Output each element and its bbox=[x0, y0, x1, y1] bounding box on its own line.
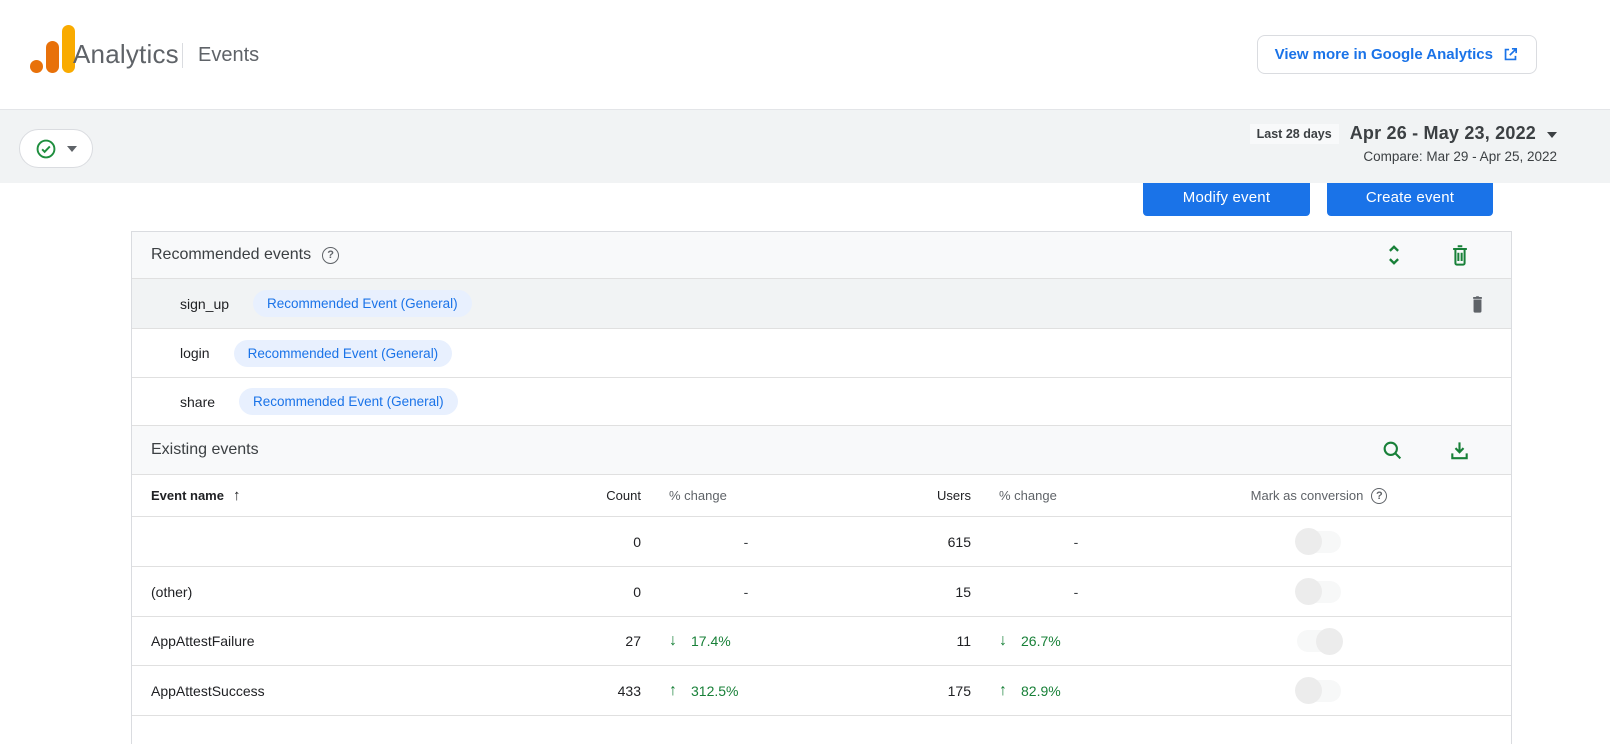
existing-events-title: Existing events bbox=[151, 441, 259, 458]
conversion-toggle[interactable] bbox=[1295, 677, 1341, 704]
sort-ascending-icon: ↑ bbox=[232, 487, 241, 504]
recommended-event-chip: Recommended Event (General) bbox=[239, 388, 458, 415]
recommended-row-login[interactable]: login Recommended Event (General) bbox=[132, 329, 1511, 378]
date-range-selector[interactable]: Last 28 days Apr 26 - May 23, 2022 bbox=[1249, 123, 1557, 144]
events-table-header: Event name ↑ Count % change Users % chan… bbox=[132, 475, 1511, 517]
event-name-cell: AppAttestFailure bbox=[151, 633, 255, 649]
events-card: Recommended events ? sign_up Recommended… bbox=[131, 231, 1512, 744]
users-change-cell: - bbox=[1073, 533, 1079, 550]
view-more-button[interactable]: View more in Google Analytics bbox=[1256, 35, 1537, 74]
users-cell: 175 bbox=[947, 682, 971, 699]
event-table-row: 0 - 615 - bbox=[132, 517, 1511, 567]
conversion-toggle[interactable] bbox=[1295, 528, 1341, 555]
chevron-down-icon bbox=[67, 145, 77, 152]
help-icon[interactable]: ? bbox=[1371, 487, 1388, 504]
event-table-row: AppAttestFailure 27 ↓ 17.4% 11 ↓ 26.7% bbox=[132, 617, 1511, 666]
count-cell: 433 bbox=[617, 682, 641, 699]
compare-range: Compare: Mar 29 - Apr 25, 2022 bbox=[1363, 149, 1557, 164]
column-header-event-name[interactable]: Event name ↑ bbox=[151, 487, 241, 504]
delete-row-icon[interactable] bbox=[1468, 293, 1487, 314]
count-change-cell: ↑ 312.5% bbox=[669, 681, 739, 699]
conversion-toggle[interactable] bbox=[1297, 627, 1343, 655]
recommended-event-chip: Recommended Event (General) bbox=[253, 290, 472, 317]
existing-events-header: Existing events bbox=[132, 426, 1511, 475]
count-cell: 27 bbox=[625, 633, 641, 649]
recommended-events-header: Recommended events ? bbox=[132, 232, 1511, 279]
trend-down-icon: ↓ bbox=[669, 632, 677, 649]
delete-events-icon[interactable] bbox=[1449, 243, 1471, 267]
analytics-logo-icon bbox=[30, 25, 76, 73]
event-name-cell: (other) bbox=[151, 583, 193, 600]
status-dropdown[interactable] bbox=[19, 129, 93, 168]
count-change-cell: - bbox=[743, 533, 749, 550]
count-change-cell: ↓ 17.4% bbox=[669, 632, 731, 649]
trend-up-icon: ↑ bbox=[999, 681, 1007, 699]
users-change-cell: ↓ 26.7% bbox=[999, 632, 1061, 649]
page-title: Events bbox=[198, 44, 260, 66]
column-header-count[interactable]: Count bbox=[606, 488, 641, 503]
event-table-row: (other) 0 - 15 - bbox=[132, 567, 1511, 617]
partial-next-row bbox=[132, 716, 1511, 744]
event-table-row: AppAttestSuccess 433 ↑ 312.5% 175 ↑ 82.9… bbox=[132, 666, 1511, 716]
unfold-more-icon[interactable] bbox=[1383, 242, 1405, 268]
date-range-block: Last 28 days Apr 26 - May 23, 2022 Compa… bbox=[1249, 123, 1557, 164]
count-cell: 0 bbox=[633, 533, 641, 550]
open-in-new-icon bbox=[1502, 46, 1519, 63]
modify-event-button[interactable]: Modify event bbox=[1143, 178, 1310, 216]
recommended-row-share[interactable]: share Recommended Event (General) bbox=[132, 378, 1511, 426]
view-more-label: View more in Google Analytics bbox=[1274, 46, 1493, 63]
event-name: share bbox=[180, 393, 216, 410]
filter-toolbar: Last 28 days Apr 26 - May 23, 2022 Compa… bbox=[0, 110, 1610, 183]
column-header-mark-as-conversion: Mark as conversion ? bbox=[1181, 487, 1511, 504]
range-label: Last 28 days bbox=[1249, 123, 1339, 144]
event-name: sign_up bbox=[180, 295, 230, 312]
column-header-count-change[interactable]: % change bbox=[669, 488, 727, 503]
conversion-toggle[interactable] bbox=[1295, 578, 1341, 605]
users-cell: 615 bbox=[947, 533, 971, 550]
users-cell: 11 bbox=[956, 633, 971, 649]
search-icon[interactable] bbox=[1381, 439, 1404, 462]
download-icon[interactable] bbox=[1448, 439, 1471, 462]
recommended-events-title: Recommended events bbox=[151, 246, 312, 263]
date-range-value: Apr 26 - May 23, 2022 bbox=[1349, 123, 1536, 143]
count-change-cell: - bbox=[743, 583, 749, 600]
column-header-users-change[interactable]: % change bbox=[999, 488, 1057, 503]
help-icon[interactable]: ? bbox=[322, 246, 340, 264]
header-divider bbox=[182, 43, 183, 68]
users-cell: 15 bbox=[955, 583, 971, 600]
chevron-down-icon bbox=[1547, 131, 1557, 138]
column-header-users[interactable]: Users bbox=[937, 488, 971, 503]
app-header: Analytics Events View more in Google Ana… bbox=[0, 0, 1610, 110]
trend-up-icon: ↑ bbox=[669, 681, 677, 699]
trend-down-icon: ↓ bbox=[999, 632, 1007, 649]
create-event-button[interactable]: Create event bbox=[1327, 178, 1493, 216]
users-change-cell: - bbox=[1073, 583, 1079, 600]
count-cell: 0 bbox=[633, 583, 641, 600]
app-name: Analytics bbox=[73, 39, 179, 69]
recommended-row-sign-up[interactable]: sign_up Recommended Event (General) bbox=[132, 279, 1511, 329]
users-change-cell: ↑ 82.9% bbox=[999, 681, 1061, 699]
event-name-cell: AppAttestSuccess bbox=[151, 682, 265, 699]
recommended-event-chip: Recommended Event (General) bbox=[233, 339, 453, 367]
event-name: login bbox=[180, 345, 210, 361]
check-circle-icon bbox=[35, 138, 57, 160]
